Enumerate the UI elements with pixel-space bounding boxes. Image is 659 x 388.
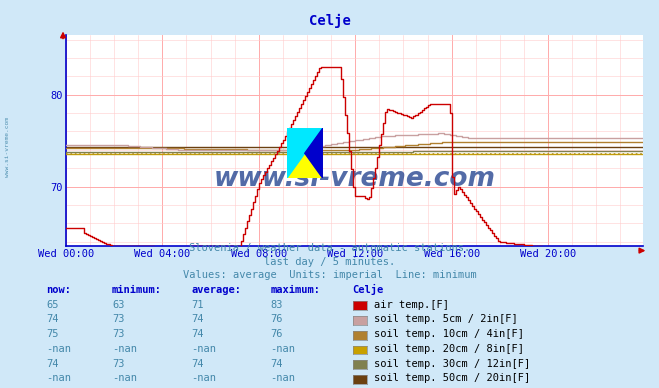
Text: Celje: Celje — [308, 14, 351, 28]
Polygon shape — [304, 128, 323, 178]
Text: 74: 74 — [270, 359, 283, 369]
Text: -nan: -nan — [46, 373, 71, 383]
Text: air temp.[F]: air temp.[F] — [374, 300, 449, 310]
Text: last day / 5 minutes.: last day / 5 minutes. — [264, 256, 395, 267]
Text: soil temp. 20cm / 8in[F]: soil temp. 20cm / 8in[F] — [374, 344, 525, 354]
Text: 73: 73 — [112, 314, 125, 324]
Text: 76: 76 — [270, 314, 283, 324]
Text: -nan: -nan — [112, 373, 137, 383]
Polygon shape — [287, 128, 323, 178]
Text: www.si-vreme.com: www.si-vreme.com — [214, 166, 495, 192]
Text: -nan: -nan — [191, 373, 216, 383]
Text: 74: 74 — [46, 359, 59, 369]
Text: 74: 74 — [191, 329, 204, 339]
Text: www.si-vreme.com: www.si-vreme.com — [5, 118, 11, 177]
Text: -nan: -nan — [191, 344, 216, 354]
Text: maximum:: maximum: — [270, 285, 320, 295]
Text: 73: 73 — [112, 359, 125, 369]
Text: soil temp. 30cm / 12in[F]: soil temp. 30cm / 12in[F] — [374, 359, 530, 369]
Text: 73: 73 — [112, 329, 125, 339]
Text: soil temp. 10cm / 4in[F]: soil temp. 10cm / 4in[F] — [374, 329, 525, 339]
Text: Celje: Celje — [353, 284, 384, 295]
Text: -nan: -nan — [270, 344, 295, 354]
Text: 63: 63 — [112, 300, 125, 310]
Text: -nan: -nan — [46, 344, 71, 354]
Text: 74: 74 — [191, 359, 204, 369]
Text: Values: average  Units: imperial  Line: minimum: Values: average Units: imperial Line: mi… — [183, 270, 476, 280]
Text: now:: now: — [46, 285, 71, 295]
Text: soil temp. 50cm / 20in[F]: soil temp. 50cm / 20in[F] — [374, 373, 530, 383]
Text: 65: 65 — [46, 300, 59, 310]
Text: 71: 71 — [191, 300, 204, 310]
Text: soil temp. 5cm / 2in[F]: soil temp. 5cm / 2in[F] — [374, 314, 518, 324]
Text: 83: 83 — [270, 300, 283, 310]
Text: average:: average: — [191, 285, 241, 295]
Text: 74: 74 — [191, 314, 204, 324]
Text: 75: 75 — [46, 329, 59, 339]
Text: 76: 76 — [270, 329, 283, 339]
Text: -nan: -nan — [270, 373, 295, 383]
Text: Slovenia / weather data - automatic stations.: Slovenia / weather data - automatic stat… — [189, 243, 470, 253]
Text: 74: 74 — [46, 314, 59, 324]
Text: -nan: -nan — [112, 344, 137, 354]
Text: minimum:: minimum: — [112, 285, 162, 295]
